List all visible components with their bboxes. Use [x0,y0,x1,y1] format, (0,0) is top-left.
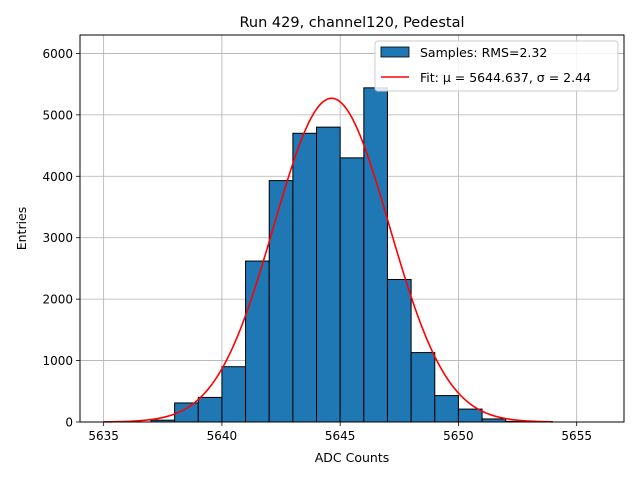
histogram-bar [316,126,341,423]
y-axis-ticks: 0 1000 2000 3000 4000 5000 6000 [42,47,80,430]
fit-curve [103,97,554,423]
x-tick-label: 5650 [443,429,474,443]
legend-bar-swatch [380,46,410,58]
legend-box [374,40,619,92]
y-axis-label: Entries [14,207,29,251]
histogram-bar [457,408,483,423]
histogram-bar [363,87,388,423]
x-axis-ticks: 5635 5640 5645 5650 5655 [88,422,592,443]
x-tick-label: 5635 [88,429,119,443]
x-tick-label: 5640 [207,429,238,443]
y-tick-label: 4000 [42,170,73,184]
y-tick-label: 0 [65,416,73,430]
chart-title: Run 429, channel120, Pedestal [239,15,464,31]
histogram-bar [197,396,223,423]
y-tick-label: 5000 [42,108,73,122]
histogram-bar [245,260,270,423]
legend-samples-label: Samples: RMS=2.32 [420,45,547,60]
histogram-bar [221,366,247,423]
legend: Samples: RMS=2.32 Fit: μ = 5644.637, σ =… [374,40,619,92]
histogram-bar [268,180,294,423]
histogram-bar [434,395,459,423]
y-tick-label: 3000 [42,231,73,245]
fit-curve-group [103,97,554,423]
histogram-bars [150,87,530,423]
x-axis-label: ADC Counts [315,450,390,465]
histogram-bar [339,157,365,423]
histogram-bar [292,132,318,423]
y-tick-label: 2000 [42,293,73,307]
x-tick-label: 5645 [325,429,356,443]
plot-frame [79,34,625,423]
x-tick-label: 5655 [561,429,592,443]
y-tick-label: 1000 [42,354,73,368]
y-tick-label: 6000 [42,47,73,61]
legend-fit-label: Fit: μ = 5644.637, σ = 2.44 [420,70,591,85]
histogram-bar [386,278,412,423]
histogram-bar [410,352,436,423]
